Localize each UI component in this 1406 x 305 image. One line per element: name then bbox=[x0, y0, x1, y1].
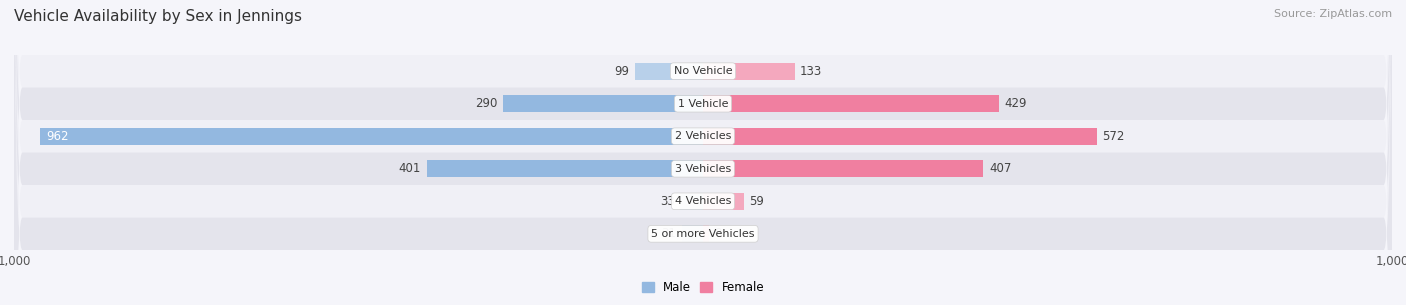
Text: 3 Vehicles: 3 Vehicles bbox=[675, 164, 731, 174]
FancyBboxPatch shape bbox=[14, 0, 1392, 305]
Text: No Vehicle: No Vehicle bbox=[673, 66, 733, 76]
Text: 407: 407 bbox=[988, 162, 1011, 175]
Text: 4 Vehicles: 4 Vehicles bbox=[675, 196, 731, 206]
Text: Source: ZipAtlas.com: Source: ZipAtlas.com bbox=[1274, 9, 1392, 19]
Text: 99: 99 bbox=[614, 65, 630, 78]
Text: 59: 59 bbox=[749, 195, 763, 208]
Text: 5 or more Vehicles: 5 or more Vehicles bbox=[651, 229, 755, 239]
Text: 290: 290 bbox=[475, 97, 498, 110]
Bar bbox=[703, 225, 709, 242]
Text: 31: 31 bbox=[661, 227, 676, 240]
Legend: Male, Female: Male, Female bbox=[637, 276, 769, 299]
FancyBboxPatch shape bbox=[14, 0, 1392, 305]
Bar bbox=[703, 160, 983, 177]
Bar bbox=[703, 128, 1097, 145]
Bar bbox=[427, 160, 703, 177]
FancyBboxPatch shape bbox=[14, 0, 1392, 305]
Text: 572: 572 bbox=[1102, 130, 1125, 143]
Text: 2 Vehicles: 2 Vehicles bbox=[675, 131, 731, 141]
Bar bbox=[703, 193, 744, 210]
Text: 33: 33 bbox=[659, 195, 675, 208]
Bar bbox=[503, 95, 703, 112]
Text: 133: 133 bbox=[800, 65, 823, 78]
Text: 8: 8 bbox=[714, 227, 721, 240]
Bar bbox=[634, 63, 703, 80]
Bar bbox=[703, 95, 998, 112]
Text: 429: 429 bbox=[1004, 97, 1026, 110]
Text: 962: 962 bbox=[46, 130, 69, 143]
Bar bbox=[682, 225, 703, 242]
Text: 1 Vehicle: 1 Vehicle bbox=[678, 99, 728, 109]
Bar bbox=[41, 128, 703, 145]
FancyBboxPatch shape bbox=[14, 0, 1392, 305]
Text: Vehicle Availability by Sex in Jennings: Vehicle Availability by Sex in Jennings bbox=[14, 9, 302, 24]
FancyBboxPatch shape bbox=[14, 0, 1392, 305]
Text: 401: 401 bbox=[399, 162, 422, 175]
Bar bbox=[703, 63, 794, 80]
FancyBboxPatch shape bbox=[14, 0, 1392, 305]
Bar bbox=[681, 193, 703, 210]
